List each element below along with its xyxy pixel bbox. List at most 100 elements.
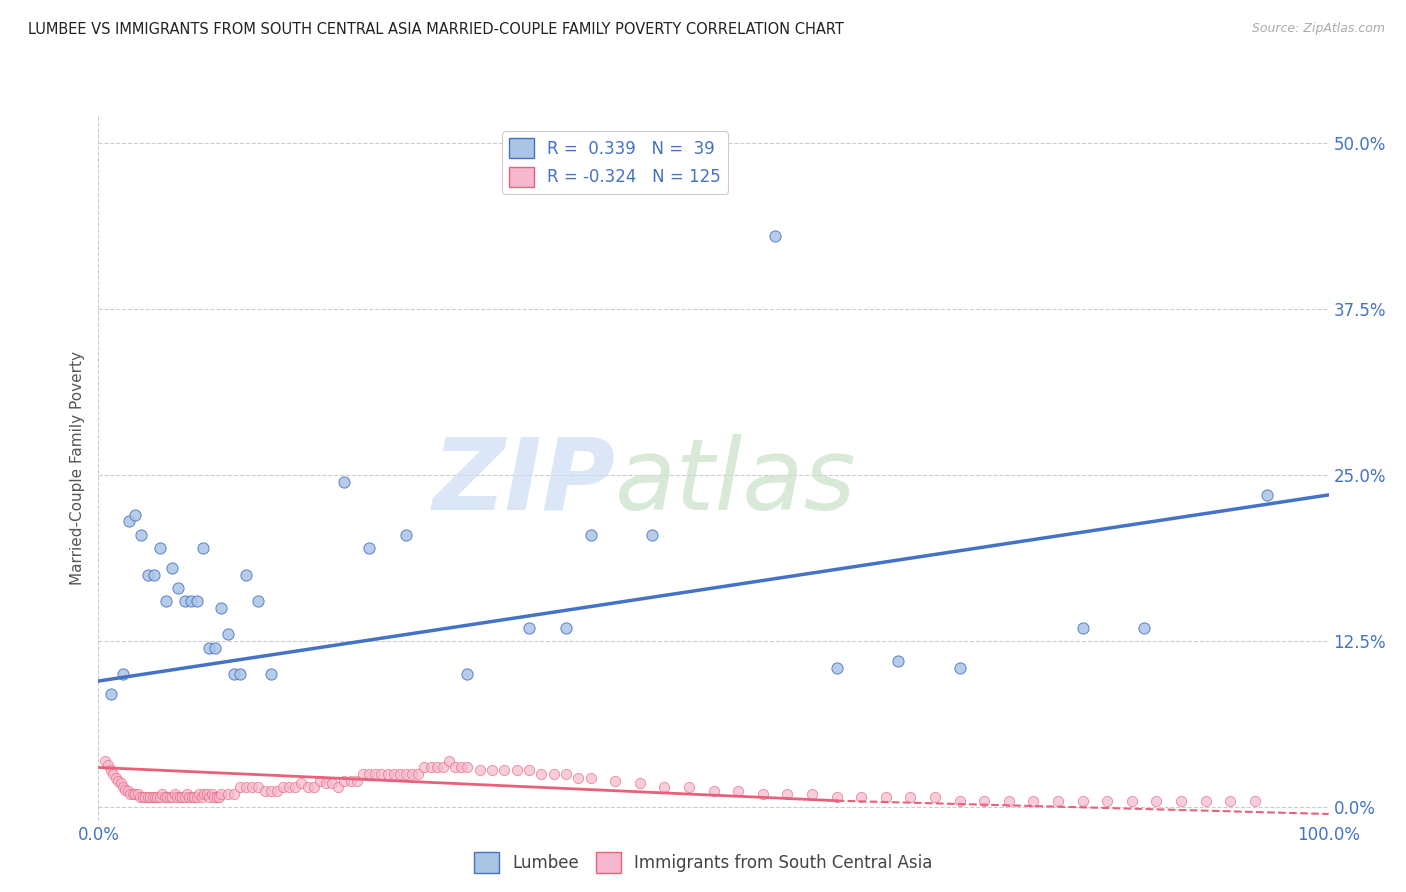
Point (191, 789, 214, 804)
Point (605, 773, 627, 788)
Point (217, 787, 239, 801)
Point (973, 794, 995, 808)
Point (240, 780, 263, 795)
Point (450, 760, 472, 774)
Point (949, 661, 972, 675)
Text: LUMBEE VS IMMIGRANTS FROM SOUTH CENTRAL ASIA MARRIED-COUPLE FAMILY POVERTY CORRE: LUMBEE VS IMMIGRANTS FROM SOUTH CENTRAL … (28, 22, 844, 37)
Point (153, 789, 176, 804)
Point (204, 640, 226, 655)
Point (191, 541, 214, 555)
Point (579, 528, 602, 542)
Point (887, 654, 910, 668)
Point (260, 784, 283, 798)
Point (173, 594, 195, 608)
Point (107, 773, 129, 788)
Point (162, 789, 183, 804)
Point (186, 594, 208, 608)
Point (352, 767, 374, 781)
Point (468, 763, 491, 777)
Point (104, 771, 127, 785)
Point (247, 780, 270, 795)
Point (900, 789, 922, 804)
Point (162, 561, 183, 575)
Point (202, 789, 225, 804)
Point (849, 789, 872, 804)
Point (382, 767, 405, 781)
Point (401, 767, 423, 781)
Point (173, 789, 195, 804)
Point (235, 780, 257, 795)
Point (176, 787, 198, 801)
Point (752, 787, 775, 801)
Point (278, 780, 301, 795)
Point (364, 767, 387, 781)
Point (494, 763, 516, 777)
Point (419, 760, 441, 774)
Point (506, 763, 529, 777)
Point (136, 789, 159, 804)
Point (139, 789, 162, 804)
Point (169, 789, 191, 804)
Point (1219, 794, 1241, 808)
Point (554, 767, 576, 781)
Point (413, 760, 436, 774)
Point (377, 767, 399, 781)
Point (328, 780, 350, 795)
Point (120, 787, 142, 801)
Y-axis label: Married-Couple Family Poverty: Married-Couple Family Poverty (69, 351, 84, 585)
Point (222, 787, 245, 801)
Point (530, 767, 553, 781)
Point (129, 789, 152, 804)
Point (388, 767, 411, 781)
Point (172, 789, 194, 804)
Point (205, 789, 228, 804)
Point (127, 787, 149, 801)
Point (1256, 488, 1278, 502)
Point (186, 789, 208, 804)
Point (208, 789, 231, 804)
Point (103, 767, 125, 781)
Point (112, 667, 135, 681)
Point (408, 767, 430, 781)
Point (195, 787, 218, 801)
Point (1121, 794, 1143, 808)
Point (211, 787, 233, 801)
Point (131, 528, 153, 542)
Point (641, 528, 664, 542)
Point (554, 621, 576, 635)
Point (359, 541, 381, 555)
Point (370, 767, 392, 781)
Point (333, 773, 356, 788)
Point (167, 581, 190, 595)
Point (703, 784, 725, 798)
Point (118, 515, 141, 529)
Point (156, 789, 179, 804)
Point (114, 783, 136, 797)
Point (321, 776, 343, 790)
Point (395, 767, 418, 781)
Point (1144, 794, 1167, 808)
Point (229, 667, 252, 681)
Point (247, 594, 270, 608)
Point (110, 776, 132, 790)
Point (437, 754, 460, 768)
Point (183, 789, 205, 804)
Point (134, 789, 156, 804)
Point (395, 528, 418, 542)
Point (100, 763, 122, 777)
Point (801, 787, 824, 801)
Point (235, 567, 257, 582)
Point (271, 780, 294, 795)
Point (152, 787, 174, 801)
Point (1244, 794, 1267, 808)
Point (432, 760, 454, 774)
Point (333, 475, 356, 489)
Point (149, 789, 172, 804)
Text: Source: ZipAtlas.com: Source: ZipAtlas.com (1251, 22, 1385, 36)
Point (217, 627, 239, 641)
Point (949, 794, 972, 808)
Point (222, 667, 245, 681)
Point (456, 667, 478, 681)
Point (579, 771, 602, 785)
Point (456, 760, 478, 774)
